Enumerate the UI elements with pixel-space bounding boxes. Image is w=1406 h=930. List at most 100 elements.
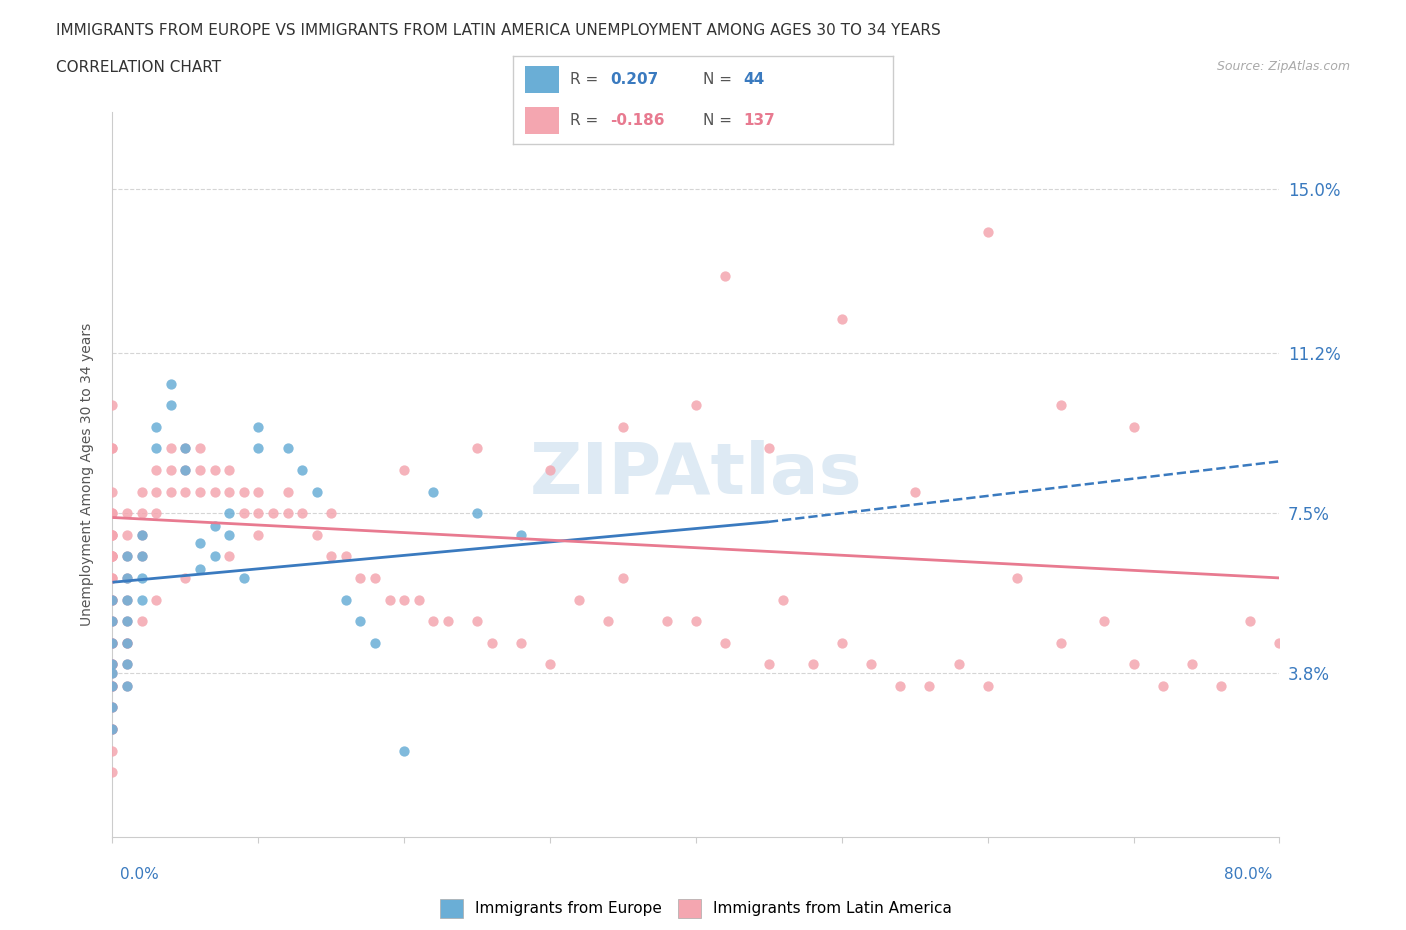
Point	[859, 657, 883, 671]
Point	[101, 592, 124, 607]
Point	[131, 527, 153, 542]
Point	[831, 635, 853, 650]
Point	[115, 570, 138, 585]
Point	[904, 485, 927, 499]
Point	[115, 657, 138, 671]
Point	[247, 419, 270, 434]
Point	[1049, 398, 1071, 413]
Point	[188, 485, 211, 499]
Point	[101, 764, 124, 779]
Point	[101, 441, 124, 456]
Point	[101, 441, 124, 456]
Point	[101, 679, 124, 694]
Point	[115, 527, 138, 542]
Text: R =: R =	[571, 72, 603, 86]
Point	[976, 679, 998, 694]
Point	[115, 635, 138, 650]
Point	[174, 462, 197, 477]
Text: 0.207: 0.207	[610, 72, 658, 86]
Text: N =: N =	[703, 113, 737, 127]
Point	[101, 506, 124, 521]
Point	[218, 527, 240, 542]
Point	[101, 592, 124, 607]
Point	[188, 562, 211, 577]
Point	[115, 592, 138, 607]
Point	[115, 635, 138, 650]
Point	[115, 549, 138, 564]
Point	[232, 570, 254, 585]
Point	[101, 527, 124, 542]
Y-axis label: Unemployment Among Ages 30 to 34 years: Unemployment Among Ages 30 to 34 years	[80, 323, 94, 626]
Point	[772, 592, 794, 607]
Point	[408, 592, 430, 607]
Point	[101, 549, 124, 564]
Point	[335, 592, 357, 607]
Point	[101, 666, 124, 681]
Point	[465, 441, 488, 456]
Point	[101, 592, 124, 607]
Point	[437, 614, 460, 629]
Legend: Immigrants from Europe, Immigrants from Latin America: Immigrants from Europe, Immigrants from …	[434, 893, 957, 923]
Point	[131, 485, 153, 499]
Point	[247, 506, 270, 521]
Point	[758, 657, 780, 671]
Point	[101, 635, 124, 650]
Point	[685, 398, 707, 413]
Point	[481, 635, 503, 650]
Point	[247, 441, 270, 456]
Point	[247, 485, 270, 499]
Text: N =: N =	[703, 72, 737, 86]
Point	[889, 679, 911, 694]
Point	[115, 570, 138, 585]
Point	[101, 679, 124, 694]
Point	[1049, 635, 1071, 650]
Point	[509, 527, 531, 542]
Point	[101, 743, 124, 758]
Point	[378, 592, 401, 607]
Point	[101, 570, 124, 585]
Point	[1181, 657, 1204, 671]
Text: 44: 44	[742, 72, 763, 86]
Point	[174, 485, 197, 499]
Point	[101, 635, 124, 650]
Point	[465, 506, 488, 521]
Text: -0.186: -0.186	[610, 113, 665, 127]
Point	[160, 377, 183, 392]
Point	[101, 614, 124, 629]
Point	[204, 485, 226, 499]
Point	[305, 485, 328, 499]
Point	[465, 614, 488, 629]
Point	[131, 592, 153, 607]
Text: ZIPAtlas: ZIPAtlas	[530, 440, 862, 509]
Point	[101, 666, 124, 681]
Point	[1268, 635, 1291, 650]
Point	[364, 635, 387, 650]
Point	[160, 462, 183, 477]
Point	[131, 614, 153, 629]
Point	[101, 722, 124, 737]
Point	[101, 485, 124, 499]
Text: 80.0%: 80.0%	[1225, 867, 1272, 882]
Point	[232, 506, 254, 521]
Point	[1092, 614, 1115, 629]
Point	[160, 398, 183, 413]
Point	[612, 570, 634, 585]
Point	[174, 441, 197, 456]
Point	[538, 462, 561, 477]
Text: CORRELATION CHART: CORRELATION CHART	[56, 60, 221, 75]
Point	[101, 657, 124, 671]
Point	[115, 657, 138, 671]
Point	[131, 549, 153, 564]
Point	[538, 657, 561, 671]
Point	[276, 485, 298, 499]
Point	[801, 657, 824, 671]
Point	[101, 635, 124, 650]
Point	[714, 268, 737, 283]
Point	[232, 485, 254, 499]
Point	[101, 700, 124, 715]
Point	[1122, 657, 1144, 671]
Point	[101, 549, 124, 564]
Bar	[524, 66, 558, 93]
Point	[422, 485, 444, 499]
Point	[335, 549, 357, 564]
